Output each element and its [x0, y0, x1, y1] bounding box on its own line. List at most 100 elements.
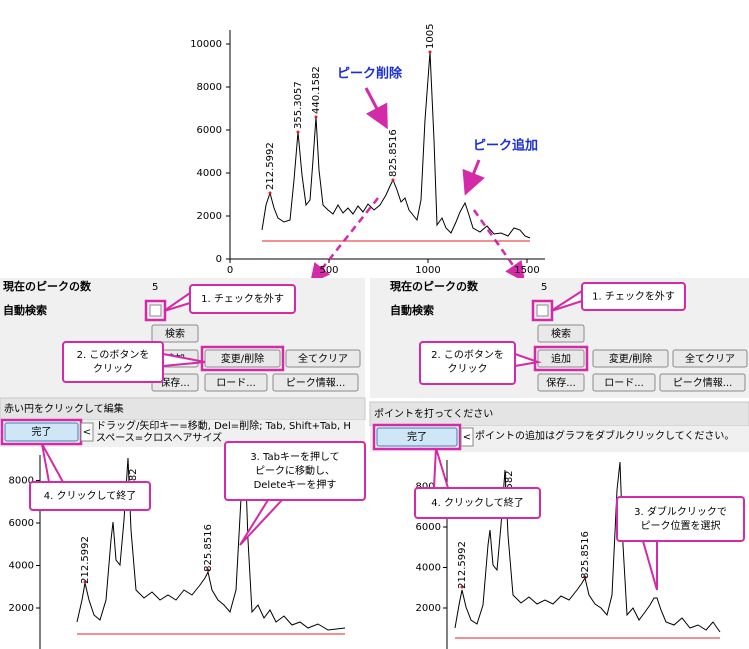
count-label: 現在のピークの数 [3, 279, 92, 293]
annotation: ピーク追加 [473, 138, 538, 154]
peak-label: 1005 [425, 24, 436, 49]
prev-button[interactable] [80, 422, 94, 442]
peak-label: 825.8516 [203, 524, 214, 572]
checkbox[interactable] [149, 304, 162, 317]
highlight [533, 345, 589, 372]
button-face [659, 373, 746, 392]
callout [419, 341, 516, 385]
count-label: 現在のピークの数 [390, 279, 479, 293]
peak-marker [460, 585, 464, 589]
callout-pointer [163, 292, 191, 312]
y-tick-label: 8000 [9, 476, 34, 487]
button-label: 追加 [551, 352, 571, 365]
button[interactable]: 追加 [537, 349, 585, 368]
callout-text: 1. チェックを外す [592, 291, 675, 303]
callout-line: 3. Tabキーを押して [250, 450, 339, 463]
button[interactable]: 検索 [537, 324, 585, 343]
y-tick-label: 2000 [197, 211, 222, 222]
dashed-arrow [472, 209, 525, 283]
y-tick-label: 8000 [197, 82, 222, 93]
instruction-text: ポイントの追加はグラフをダブルクリックしてください。 [475, 429, 734, 442]
button[interactable]: 検索 [151, 324, 199, 343]
callout-text: 2. このボタンをクリック [77, 349, 150, 375]
y-tick-label: 10000 [190, 39, 222, 50]
y-tick-label: 4000 [416, 563, 441, 574]
callout-line: 3. ダブルクリックで [634, 505, 727, 518]
callout-pointer [239, 499, 283, 546]
peak-label: 212.5992 [457, 541, 468, 589]
y-tick-label: 6000 [416, 522, 441, 533]
callout-text: 1. チェックを外す [201, 293, 284, 305]
button[interactable]: 変更/削除 [204, 349, 281, 368]
button[interactable]: ピーク情報... [659, 373, 746, 392]
count-value: 5 [152, 282, 158, 293]
callout-line: クリック [448, 363, 488, 375]
highlight [372, 423, 462, 451]
checkbox[interactable] [536, 304, 549, 317]
button-label: 全てクリア [298, 352, 348, 365]
callout [224, 441, 366, 501]
callout [62, 341, 164, 383]
peak-label: 440.1582 [311, 66, 322, 114]
peak-marker [583, 575, 587, 579]
peak-marker [296, 130, 300, 134]
button-face [204, 373, 268, 392]
callout-line: ピークに移動し、 [255, 464, 335, 477]
button-face [592, 373, 656, 392]
button-face [537, 349, 585, 368]
prev-label: < [83, 427, 91, 438]
callout-pointer [41, 443, 64, 483]
callout [581, 282, 686, 311]
button-label: ピーク情報... [286, 376, 346, 389]
done-button[interactable] [376, 427, 458, 447]
button-label: 検索 [165, 327, 185, 340]
button[interactable]: ロード... [204, 373, 268, 392]
callout-text: 2. このボタンをクリック [431, 349, 504, 375]
count-value: 5 [541, 282, 547, 293]
button[interactable]: ロード... [592, 373, 656, 392]
peak-marker [314, 115, 318, 119]
dialog-title: ポイントを打ってください [374, 407, 493, 420]
peak-marker [268, 191, 272, 195]
spectrum [261, 51, 531, 239]
done-button[interactable] [4, 422, 79, 442]
callout-line: Deleteキーを押す [254, 478, 337, 491]
button-face [285, 349, 361, 368]
prev-button[interactable] [460, 427, 474, 447]
top-chart: ピーク削除 ピーク追加 0 2000 4000 6000 8000 10000 0 500 10… [190, 24, 545, 284]
button[interactable]: 変更/削除 [592, 349, 669, 368]
button-face [537, 373, 585, 392]
button[interactable]: ピーク情報... [272, 373, 359, 392]
button[interactable]: 全てクリア [672, 349, 748, 368]
button-label: 変更/削除 [609, 352, 652, 365]
spectrum [76, 454, 346, 631]
x-tick-label: 1500 [514, 265, 539, 276]
dashed-arrow [309, 197, 379, 284]
button-label: 保存... [546, 376, 576, 389]
button[interactable]: 全てクリア [285, 349, 361, 368]
button-label: 全てクリア [685, 352, 735, 365]
annotation: ピーク削除 [337, 66, 403, 82]
peak-label: 212.5992 [80, 536, 91, 584]
x-tick-label: 0 [227, 265, 233, 276]
button-label: ロード... [604, 378, 644, 389]
peak-marker [206, 568, 210, 572]
arrow [462, 159, 485, 196]
button-label: ピーク情報... [673, 376, 733, 389]
callout-pointer [642, 540, 658, 591]
button[interactable]: 保存... [537, 373, 585, 392]
callout-pointer [550, 290, 583, 312]
y-tick-label: 4000 [9, 561, 34, 572]
auto-search-label: 自動検索 [3, 303, 47, 317]
x-tick-label: 500 [319, 265, 338, 276]
callout-pointer [514, 353, 542, 367]
callout-text: 4. クリックして終了 [431, 496, 523, 509]
peak-marker [83, 580, 87, 584]
prev-label: < [463, 432, 471, 443]
y-tick-label: 0 [216, 254, 222, 265]
callout-text: 3. Tabキーを押してピークに移動し、 Deleteキーを押す [250, 450, 339, 491]
peak-label: 825.8516 [388, 129, 399, 177]
done-label: 完了 [32, 425, 52, 438]
